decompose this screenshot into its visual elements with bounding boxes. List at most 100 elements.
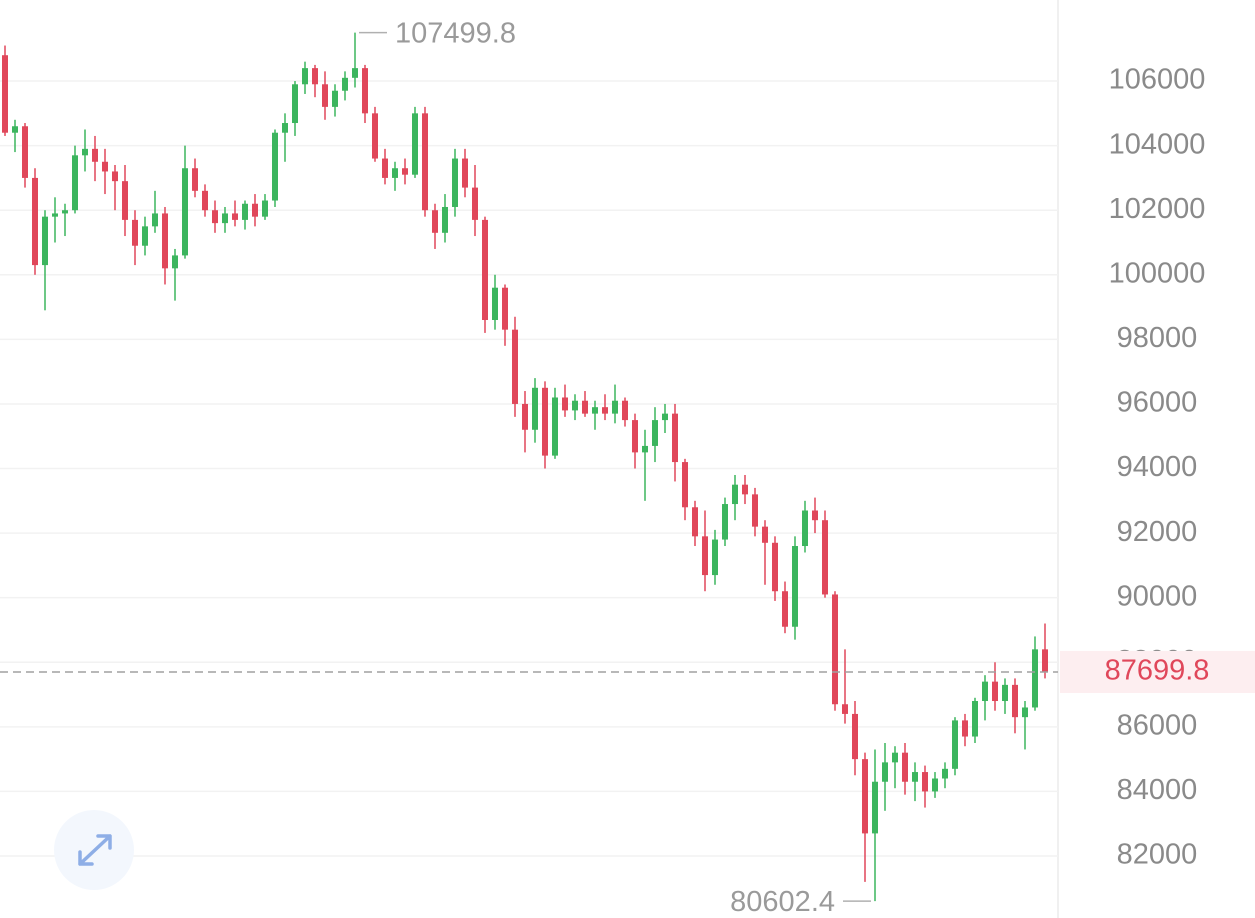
candle-body [1012,684,1018,718]
candle-body [322,84,328,107]
y-tick-label: 92000 [1117,516,1198,548]
candle-body [762,526,768,543]
candle-body [712,539,718,576]
candle-body [912,772,918,782]
candle-body [652,420,658,446]
candle-body [462,158,468,188]
candle-body [952,720,958,769]
candle-body [2,55,8,133]
candle-body [842,704,848,714]
y-tick-label: 98000 [1117,322,1198,354]
candle-body [1002,684,1008,702]
candle-body [142,226,148,246]
candle-body [92,148,98,162]
candle-body [482,219,488,320]
candle-body [132,219,138,246]
candle-body [562,397,568,411]
candle-body [662,413,668,421]
candle-body [472,187,478,220]
candle-body [262,200,268,217]
candle-body [282,123,288,133]
candle-body [422,113,428,211]
candle-body [392,168,398,178]
candle-body [892,752,898,763]
candle-body [582,400,588,414]
candle-body [772,542,778,592]
candle-body [52,213,58,217]
candle-body [812,510,818,521]
candle-body [232,213,238,220]
candle-body [622,400,628,421]
candle-body [222,213,228,224]
candle-body [292,84,298,124]
candle-body [702,536,708,576]
candle-body [172,255,178,269]
candle-body [872,781,878,834]
candle-body [492,287,498,320]
candle-body [752,494,758,527]
candle-body [632,420,638,453]
last-price-box [1060,650,1255,693]
candle-body [212,210,218,224]
candle-body [902,752,908,782]
candle-body [412,113,418,175]
candle-body [732,484,738,505]
candle-body [1022,707,1028,718]
candle-body [612,400,618,414]
candle-body [452,158,458,207]
candle-body [972,701,978,737]
candle-body [252,203,258,217]
candle-body [862,759,868,834]
candle-body [32,177,38,266]
candle-body [112,171,118,182]
candle-body [192,168,198,191]
candle-body [542,387,548,456]
candle-body [102,161,108,172]
candle-body [782,591,788,627]
candle-body [832,594,838,705]
candle-body [242,203,248,220]
candle-body [502,287,508,330]
candle-body [962,720,968,737]
candle-body [442,206,448,233]
candle-body [182,168,188,256]
grid [0,80,1058,857]
candle-body [792,546,798,627]
y-tick-label: 100000 [1109,257,1206,289]
candle-body [122,181,128,220]
expand-button[interactable] [54,810,134,890]
candle-body [882,762,888,782]
candle-body [682,462,688,508]
candle-body [382,158,388,178]
candle-body [552,397,558,456]
candle-body [402,168,408,175]
candle-body [152,213,158,227]
candle-body [162,213,168,269]
y-tick-label: 84000 [1117,774,1198,806]
candle-body [852,713,858,760]
candle-body [922,772,928,792]
candle-body [822,520,828,595]
candle-body [692,507,698,537]
candle-body [672,413,678,463]
candle-body [372,113,378,159]
candle-body [82,148,88,156]
candle-body [802,510,808,547]
candle-body [932,778,938,792]
y-tick-label: 90000 [1117,580,1198,612]
y-tick-label: 94000 [1117,451,1198,483]
candle-body [302,68,308,85]
y-tick-label: 104000 [1109,128,1206,160]
candle-body [362,68,368,114]
candle-body [12,126,18,133]
expand-icon[interactable] [78,834,112,866]
candle-body [572,400,578,411]
y-tick-label: 82000 [1117,839,1198,871]
candle-body [992,681,998,702]
candles [2,32,1048,902]
candle-body [1042,649,1048,672]
y-tick-label: 102000 [1109,193,1206,225]
candle-body [602,407,608,414]
candle-body [332,90,338,107]
